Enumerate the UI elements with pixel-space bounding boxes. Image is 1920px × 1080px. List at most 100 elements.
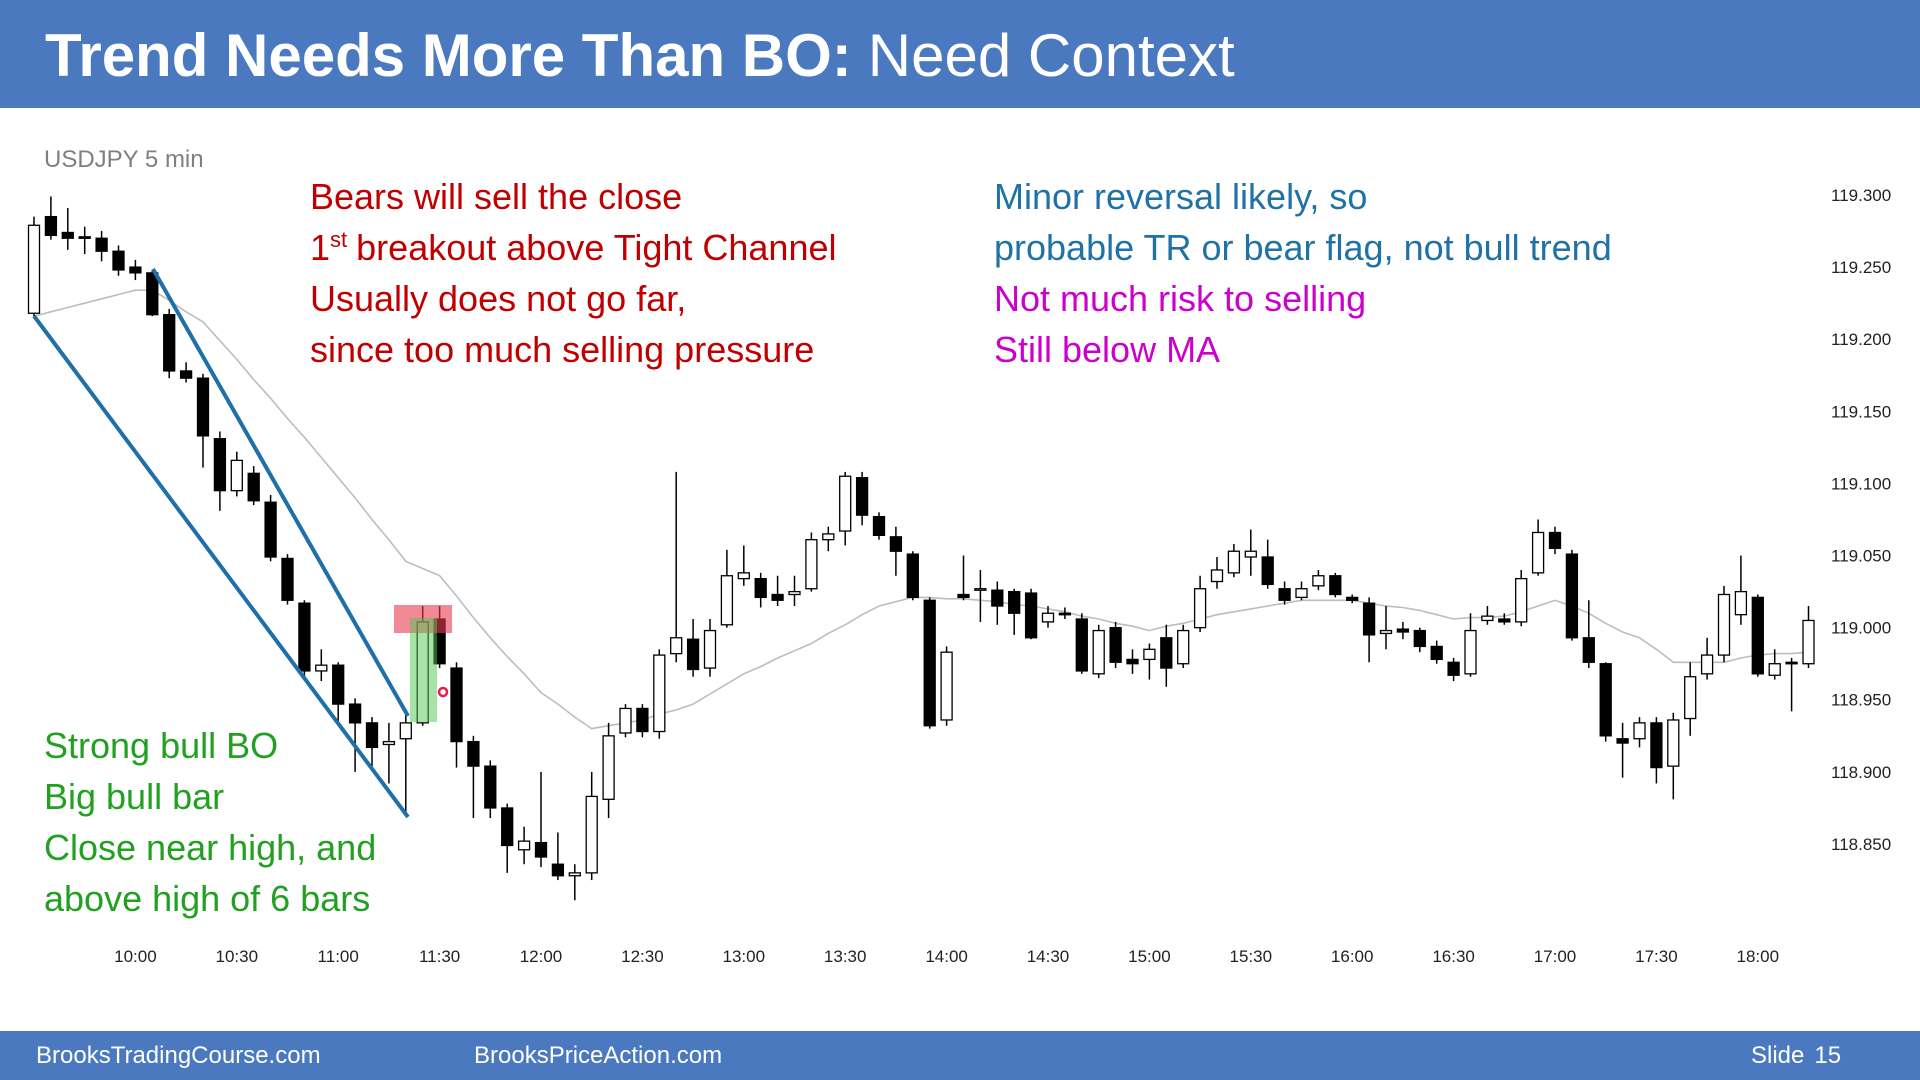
candle-body xyxy=(1447,661,1460,676)
candle-body xyxy=(1464,629,1477,675)
candle-body xyxy=(1193,588,1207,629)
channel-line xyxy=(32,314,410,819)
candle-body xyxy=(1430,645,1443,661)
candle-body xyxy=(1126,658,1139,665)
annotation-blue: Minor reversal likely, so probable TR or… xyxy=(994,176,1612,268)
candle-body xyxy=(906,553,919,599)
candle-body xyxy=(1599,663,1612,737)
x-tick-label: 17:30 xyxy=(1635,947,1678,966)
annotation-magenta: Not much risk to selling Still below MA xyxy=(994,278,1366,370)
candle-body xyxy=(450,667,463,743)
y-tick-label: 118.950 xyxy=(1831,691,1891,710)
candle-body xyxy=(163,314,176,372)
candle-body xyxy=(1008,590,1021,614)
candle-body xyxy=(636,707,649,733)
title-bold: Trend Needs More Than BO: xyxy=(45,22,852,89)
slide-number-value: 15 xyxy=(1814,1042,1841,1069)
candle-body xyxy=(1160,637,1173,669)
candle-body xyxy=(230,459,243,492)
candle-body xyxy=(1362,602,1376,636)
candle-body xyxy=(467,740,480,767)
x-tick-label: 11:30 xyxy=(419,947,460,966)
annotation-text: breakout above Tight Channel xyxy=(356,227,836,268)
candle-body xyxy=(1498,618,1511,623)
candle-body xyxy=(1227,550,1241,574)
candle-body xyxy=(1261,556,1274,586)
candle-body xyxy=(1041,612,1055,623)
candle-body xyxy=(872,515,886,537)
candle-body xyxy=(1565,553,1579,639)
candle-body xyxy=(1092,629,1105,675)
annotation-line: probable TR or bear flag, not bull trend xyxy=(994,227,1612,268)
y-tick-label: 119.250 xyxy=(1831,258,1891,277)
candle-body xyxy=(653,654,666,733)
candle-body xyxy=(247,472,260,502)
candle-body xyxy=(686,638,700,671)
y-tick-label: 119.000 xyxy=(1831,619,1891,638)
candle-body xyxy=(551,863,565,877)
annotation-superscript: st xyxy=(330,227,347,252)
moving-average xyxy=(33,289,1809,730)
candle-body xyxy=(1751,596,1764,675)
candle-body xyxy=(1312,575,1325,587)
x-tick-label: 18:00 xyxy=(1737,947,1780,966)
candle-body xyxy=(1548,531,1562,549)
candle-body xyxy=(1024,592,1038,639)
candle-body xyxy=(1109,627,1122,663)
candle-body xyxy=(264,501,277,558)
plot-area: 118.850 118.900 118.950 119.000 119.050 119.1… xyxy=(27,186,1891,966)
candle-body xyxy=(112,250,125,271)
y-tick-label: 119.100 xyxy=(1831,474,1891,493)
x-tick-label: 14:00 xyxy=(925,947,968,966)
header-bar xyxy=(0,0,1920,108)
candle-body xyxy=(315,664,328,672)
candle-body xyxy=(1616,738,1629,744)
candle-body xyxy=(1515,577,1528,623)
annotation-line: Usually does not go far, xyxy=(310,278,686,319)
candle-body xyxy=(484,765,497,809)
candle-body xyxy=(501,807,514,847)
candle-body xyxy=(129,266,142,274)
candle-body xyxy=(974,588,987,591)
candle-body xyxy=(1785,661,1798,665)
candle-body xyxy=(1582,637,1595,663)
candle-body xyxy=(534,841,548,858)
candle-body xyxy=(44,215,58,237)
chart-title: USDJPY 5 min xyxy=(44,146,204,173)
x-tick-label: 10:30 xyxy=(216,947,259,966)
annotation-line: Close near high, and xyxy=(44,827,376,868)
candle-body xyxy=(399,722,412,740)
x-tick-label: 17:00 xyxy=(1534,947,1577,966)
x-tick-label: 13:30 xyxy=(824,947,867,966)
annotation-line: above high of 6 bars xyxy=(44,878,370,919)
candle-body xyxy=(585,795,598,874)
candle-body xyxy=(281,557,294,601)
candle-body xyxy=(889,536,903,552)
marker-dot xyxy=(437,686,449,698)
x-tick-label: 15:00 xyxy=(1128,947,1171,966)
candle-body xyxy=(1768,663,1781,676)
title-rest: Need Context xyxy=(868,22,1235,89)
highlight-box xyxy=(410,618,437,722)
candle-body xyxy=(1278,588,1291,601)
candle-body xyxy=(839,475,852,532)
x-tick-label: 15:30 xyxy=(1230,947,1273,966)
y-tick-label: 119.200 xyxy=(1831,330,1891,349)
annotation-green: Strong bull BO Big bull bar Close near h… xyxy=(44,725,376,919)
candle-body xyxy=(1396,628,1410,633)
candle-body xyxy=(332,664,345,705)
channel-line xyxy=(151,268,410,717)
candle-body xyxy=(1244,550,1257,558)
candle-body xyxy=(568,872,581,877)
candle-body xyxy=(855,477,869,516)
candle-body xyxy=(1667,719,1680,767)
x-tick-label: 14:30 xyxy=(1027,947,1070,966)
candle-body xyxy=(146,272,159,316)
candle-body xyxy=(1481,615,1494,622)
candle-body xyxy=(95,237,108,252)
candle-body xyxy=(365,722,379,749)
candle-body xyxy=(1734,590,1748,616)
candle-body xyxy=(1058,612,1072,616)
slide-title: Trend Needs More Than BO: Need Context xyxy=(45,22,1235,89)
annotation-line: Bears will sell the close xyxy=(310,176,682,217)
